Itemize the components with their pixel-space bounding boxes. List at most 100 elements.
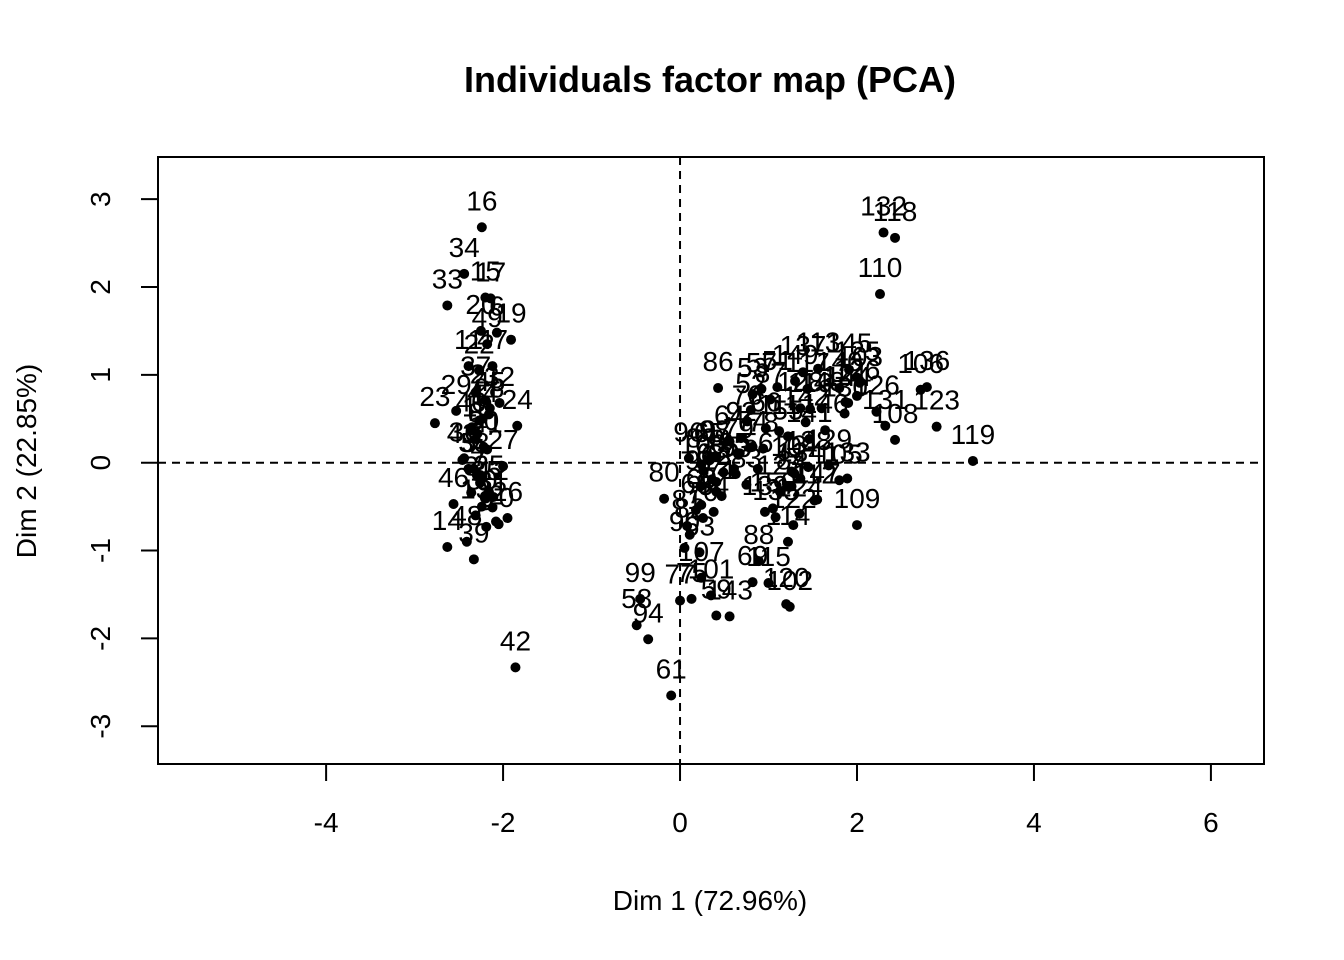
data-point [470, 510, 481, 521]
point-label: 143 [706, 574, 753, 605]
point-label: 47 [477, 324, 508, 355]
point-label: 2 [488, 480, 504, 511]
data-point [473, 469, 484, 480]
data-point [696, 572, 707, 583]
data-point [483, 486, 494, 497]
data-point [890, 434, 901, 445]
point-label: 67 [696, 437, 727, 468]
point-label: 20 [465, 289, 496, 320]
point-label: 140 [816, 346, 863, 377]
data-point [931, 421, 942, 432]
point-label: 17 [475, 256, 506, 287]
data-point [698, 465, 709, 476]
data-point [635, 593, 646, 604]
data-point [706, 590, 716, 601]
data-point [790, 376, 801, 387]
data-point [890, 232, 901, 243]
data-point [747, 441, 758, 452]
data-point [772, 382, 783, 393]
point-label: 39 [458, 517, 489, 548]
point-label: 136 [904, 345, 951, 376]
point-label: 40 [456, 386, 487, 417]
data-point [506, 334, 517, 345]
data-point [679, 542, 690, 553]
point-label: 97 [701, 415, 732, 446]
point-label: 25 [473, 450, 504, 481]
data-point [716, 491, 727, 502]
point-label: 1 [471, 379, 487, 410]
data-point [774, 426, 785, 437]
point-label: 119 [951, 419, 996, 450]
data-point [690, 505, 701, 516]
point-label: 117 [785, 347, 830, 378]
point-label: 103 [836, 341, 883, 372]
point-label: 131 [862, 384, 909, 415]
point-label: 24 [502, 384, 533, 415]
data-point [834, 475, 845, 486]
point-label: 93 [720, 432, 751, 463]
point-label: 125 [834, 335, 881, 366]
point-label: 139 [742, 470, 789, 501]
point-label: 30 [466, 465, 497, 496]
data-point [880, 420, 891, 431]
data-point [795, 403, 806, 414]
data-point [840, 397, 851, 408]
point-label: 34 [449, 232, 480, 263]
data-point [724, 611, 735, 622]
data-point [741, 479, 752, 490]
point-label: 32 [484, 361, 515, 392]
y-tick-label: 2 [85, 279, 116, 295]
point-label: 68 [680, 468, 711, 499]
point-label: 105 [816, 438, 863, 469]
data-point [475, 477, 486, 488]
point-label: 4 [471, 433, 487, 464]
data-point [784, 601, 795, 612]
data-point [476, 222, 487, 233]
x-tick-label: 0 [672, 807, 688, 838]
data-point [759, 506, 770, 517]
data-point [498, 461, 509, 472]
point-label: 19 [495, 298, 526, 329]
point-label: 42 [500, 625, 531, 656]
data-point [487, 502, 498, 513]
data-point [698, 513, 709, 524]
data-point [800, 417, 811, 428]
data-point [711, 477, 722, 488]
point-label: 124 [776, 472, 823, 503]
data-point [485, 293, 496, 304]
point-label: 92 [726, 396, 757, 427]
point-label: 7 [472, 441, 488, 472]
point-label: 77 [664, 559, 695, 590]
point-label: 121 [822, 360, 869, 391]
point-label: 49 [472, 302, 503, 333]
point-label: 96 [673, 416, 704, 447]
data-point [813, 363, 824, 374]
data-point [760, 423, 771, 434]
data-point [816, 403, 827, 414]
data-point [478, 441, 489, 452]
point-label: 89 [686, 422, 717, 453]
point-label: 142 [782, 380, 829, 411]
data-point [794, 508, 805, 519]
point-label: 61 [656, 653, 687, 684]
point-label: 87 [755, 357, 786, 388]
data-point [789, 468, 800, 479]
point-label: 113 [796, 327, 841, 358]
data-point [812, 494, 823, 505]
point-label: 29 [441, 369, 472, 400]
point-label: 31 [477, 465, 508, 496]
point-label: 15 [470, 256, 501, 287]
point-label: 6 [489, 291, 505, 322]
data-point [786, 481, 797, 492]
data-point [915, 384, 926, 395]
data-point [474, 415, 485, 426]
data-point [967, 455, 978, 466]
point-label: 80 [649, 457, 680, 488]
data-point [803, 462, 814, 473]
data-point [448, 498, 459, 509]
data-point [834, 383, 845, 394]
point-label: 82 [674, 493, 705, 524]
point-label: 72 [701, 450, 732, 481]
point-label: 75 [676, 557, 707, 588]
